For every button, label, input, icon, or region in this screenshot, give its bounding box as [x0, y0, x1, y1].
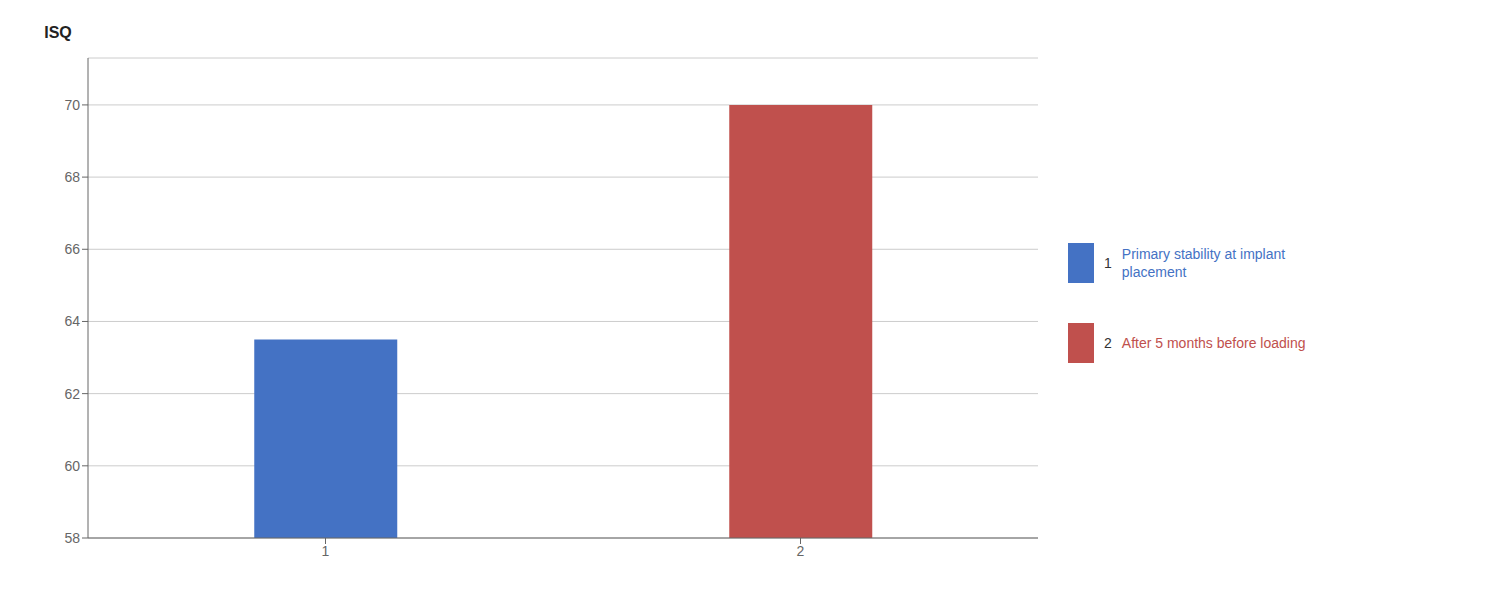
svg-text:68: 68 — [64, 169, 80, 185]
svg-text:66: 66 — [64, 241, 80, 257]
html-text:Primary stability at implant p: Primary stability at implant placement — [1121, 245, 1286, 280]
svg-text:64: 64 — [64, 313, 80, 329]
svg-text:58: 58 — [64, 530, 80, 546]
svg-text:ISQ: ISQ — [44, 24, 72, 41]
svg-text:62: 62 — [64, 386, 80, 402]
svg-text:1: 1 — [322, 543, 330, 559]
svg-text:60: 60 — [64, 458, 80, 474]
svg-text:70: 70 — [64, 97, 80, 113]
html-text:After 5 months before loading: After 5 months before loading — [1121, 334, 1306, 351]
svg-text:2: 2 — [797, 543, 805, 559]
html-text:2: 2 — [1104, 335, 1112, 351]
html-text:1: 1 — [1104, 255, 1112, 271]
